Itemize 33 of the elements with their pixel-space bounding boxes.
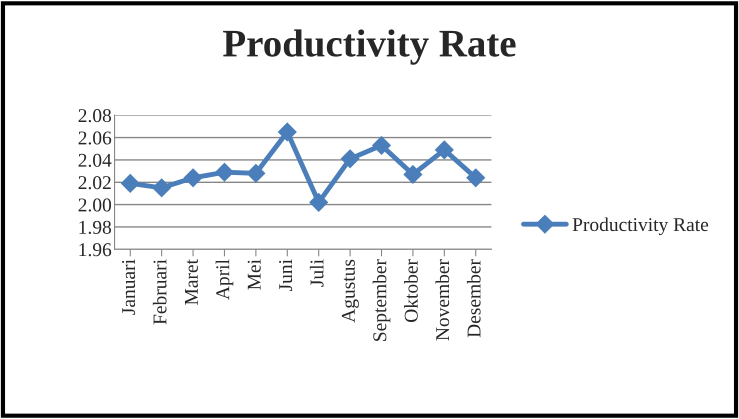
point	[466, 168, 486, 188]
point	[434, 140, 454, 160]
x-tick-label: Maret	[185, 259, 198, 305]
y-tick-label: 2.08	[78, 109, 112, 122]
x-tick-label: Februari	[152, 259, 167, 324]
x-tick-label: Agustus	[342, 260, 359, 323]
y-tick-label: 2.02	[78, 176, 111, 190]
chart-title: Productivity Rate	[223, 29, 516, 65]
point	[120, 174, 140, 193]
point	[372, 136, 391, 155]
point	[215, 162, 234, 182]
y-tick-label: 2.04	[78, 154, 112, 167]
legend-label: Productivity Rate	[572, 217, 708, 236]
x-tick-label: November	[436, 259, 450, 341]
y-tick-label: 1.98	[79, 220, 112, 234]
x-tick-label: Mei	[248, 259, 261, 290]
x-tick-label: Juni	[279, 259, 292, 292]
y-tick-label: 2.06	[78, 131, 112, 145]
point	[278, 122, 297, 142]
x-tick-label: April	[216, 259, 234, 300]
point	[340, 149, 360, 168]
x-tick-label: Januari	[122, 259, 136, 315]
x-tick-label: Oktober	[404, 259, 418, 322]
point	[404, 165, 422, 184]
point	[246, 164, 266, 183]
y-tick-label: 1.96	[79, 243, 112, 256]
x-tick-label: September	[372, 259, 390, 341]
point	[184, 168, 202, 188]
point	[309, 193, 328, 212]
y-tick-label: 2.00	[78, 198, 112, 212]
x-tick-label: Desember	[466, 259, 481, 338]
x-tick-label: Juli	[310, 259, 324, 287]
point	[152, 178, 172, 198]
